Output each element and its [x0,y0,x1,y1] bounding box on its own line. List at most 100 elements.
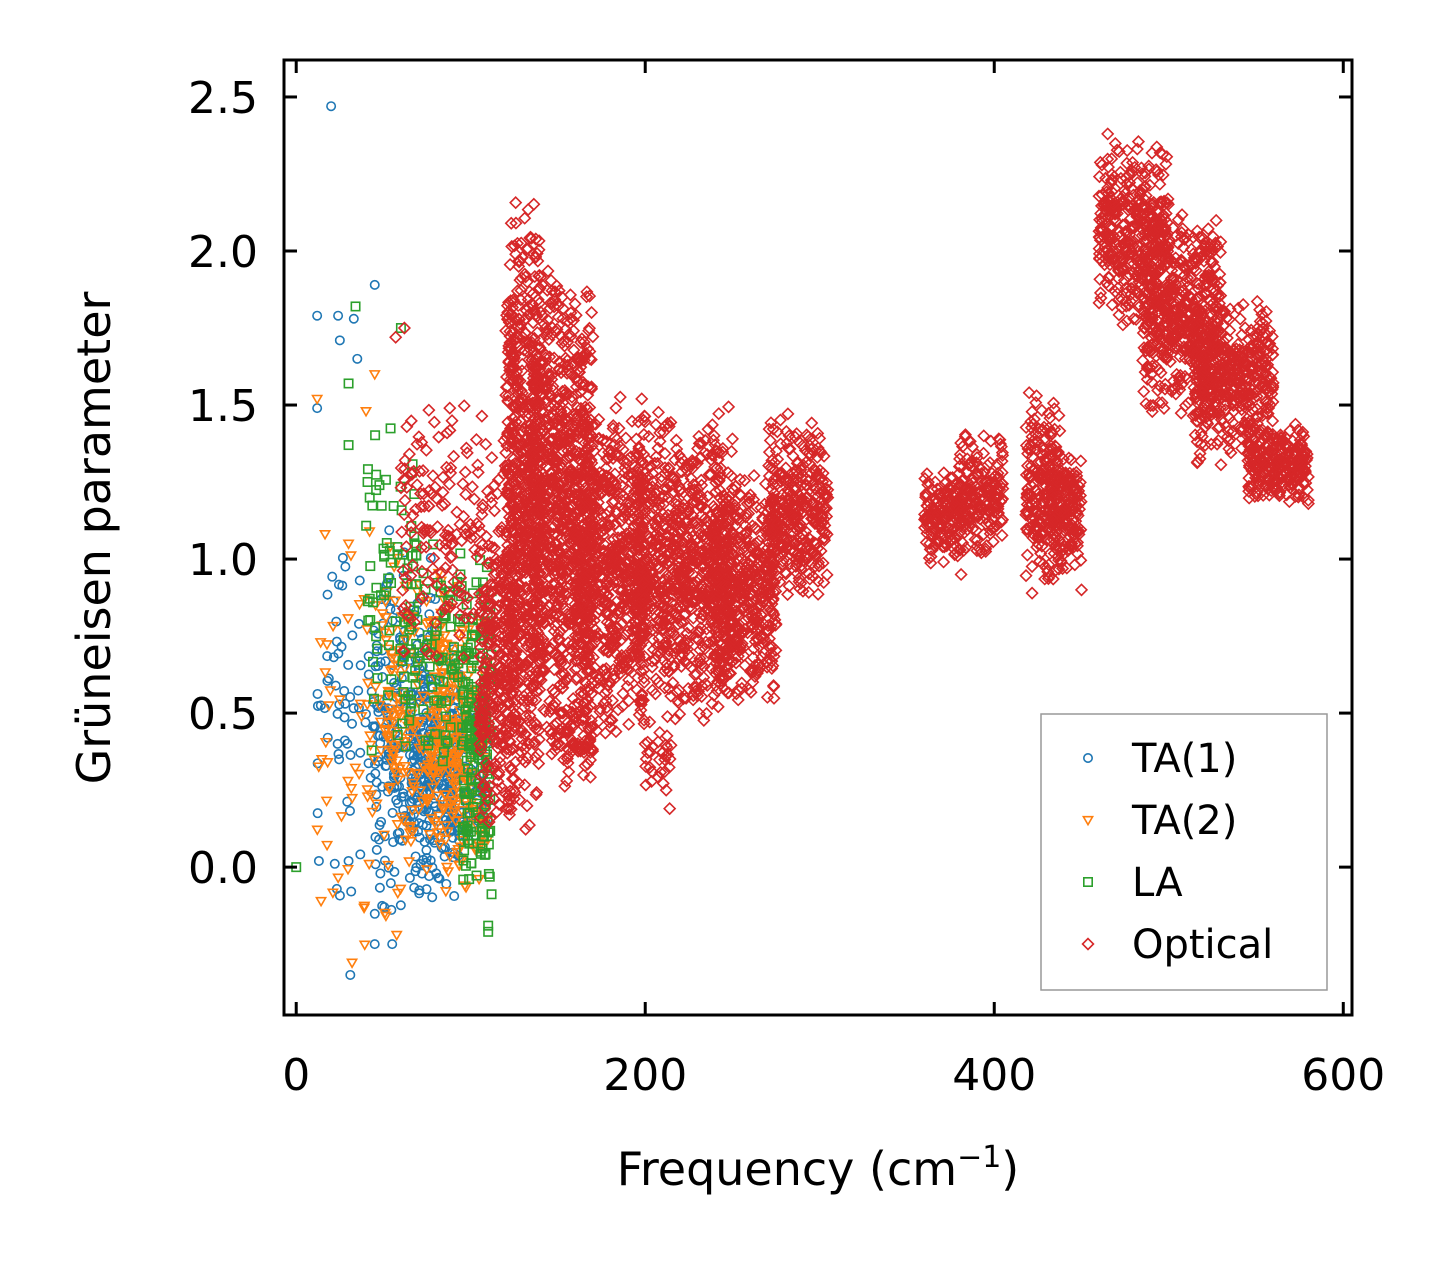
data-point [430,520,445,534]
data-point [473,811,488,825]
data-point [504,216,518,230]
data-point [445,621,456,632]
data-point [474,675,488,690]
data-point [484,584,498,599]
data-point [487,504,502,518]
data-point [452,585,466,599]
data-point [466,631,477,642]
data-point [332,873,345,884]
data-point [473,718,487,732]
data-point [481,585,496,600]
data-point [431,828,444,839]
data-point [421,857,432,868]
data-point [385,423,396,434]
data-point [425,553,436,564]
data-point [441,529,455,543]
data-point [371,469,382,480]
data-point [484,704,498,719]
data-point [437,652,448,663]
data-point [395,525,409,539]
data-point [443,852,456,863]
data-point [421,820,432,831]
data-point [406,827,419,838]
data-point [468,543,482,557]
data-point [397,472,411,487]
data-point [403,734,416,745]
data-point [424,526,438,540]
data-point [358,940,371,951]
data-point [447,825,458,836]
data-point [319,668,332,679]
data-point [326,888,339,899]
data-point [346,958,359,969]
data-point [379,908,392,920]
data-point [456,477,470,491]
data-point [442,477,457,491]
data-point [339,686,350,697]
data-point [418,704,429,715]
data-point [353,702,364,713]
data-point [469,433,484,447]
data-point [438,497,452,511]
data-point [474,650,488,664]
data-point [391,888,404,900]
data-point [346,793,359,805]
data-point [426,783,439,794]
data-point [427,892,438,903]
data-point [484,760,498,775]
data-point [366,745,377,756]
data-point [393,701,406,712]
data-point [404,611,418,626]
data-point [461,711,472,722]
data-point [380,761,391,772]
data-point [373,700,386,712]
data-point [368,693,379,704]
data-point [337,552,348,563]
data-point [429,695,440,706]
data-point [353,618,364,629]
data-point [440,426,454,440]
data-point [441,695,452,706]
data-point [458,698,469,709]
data-point [388,837,399,848]
data-point [384,666,397,677]
data-point [342,614,355,625]
data-point [410,437,424,451]
data-point [386,578,397,589]
data-point [459,636,472,648]
data-point [505,772,520,786]
data-point [491,774,505,788]
data-point [467,767,478,778]
data-point [482,598,496,612]
data-point [389,866,400,877]
data-point [409,882,420,893]
data-point [450,761,463,773]
data-point [334,890,345,901]
data-point [355,849,366,860]
data-point [509,196,523,210]
data-point [467,492,481,506]
data-point [350,301,361,312]
data-point [394,461,408,475]
data-point [337,580,348,591]
data-point [434,873,445,884]
data-point [361,520,372,531]
data-point [349,763,362,774]
data-point [376,500,387,511]
data-point [329,858,340,869]
data-point [361,785,374,796]
data-point [424,661,435,672]
data-point [369,279,380,290]
data-point [459,521,473,535]
data-point [382,860,395,872]
data-point [504,294,518,308]
data-point [320,640,333,651]
data-point [444,461,458,475]
data-point [443,423,457,437]
data-point [462,823,473,834]
data-point [489,614,503,628]
data-point [411,638,422,649]
data-point [431,718,444,729]
data-point [430,579,444,593]
data-point [375,868,386,879]
